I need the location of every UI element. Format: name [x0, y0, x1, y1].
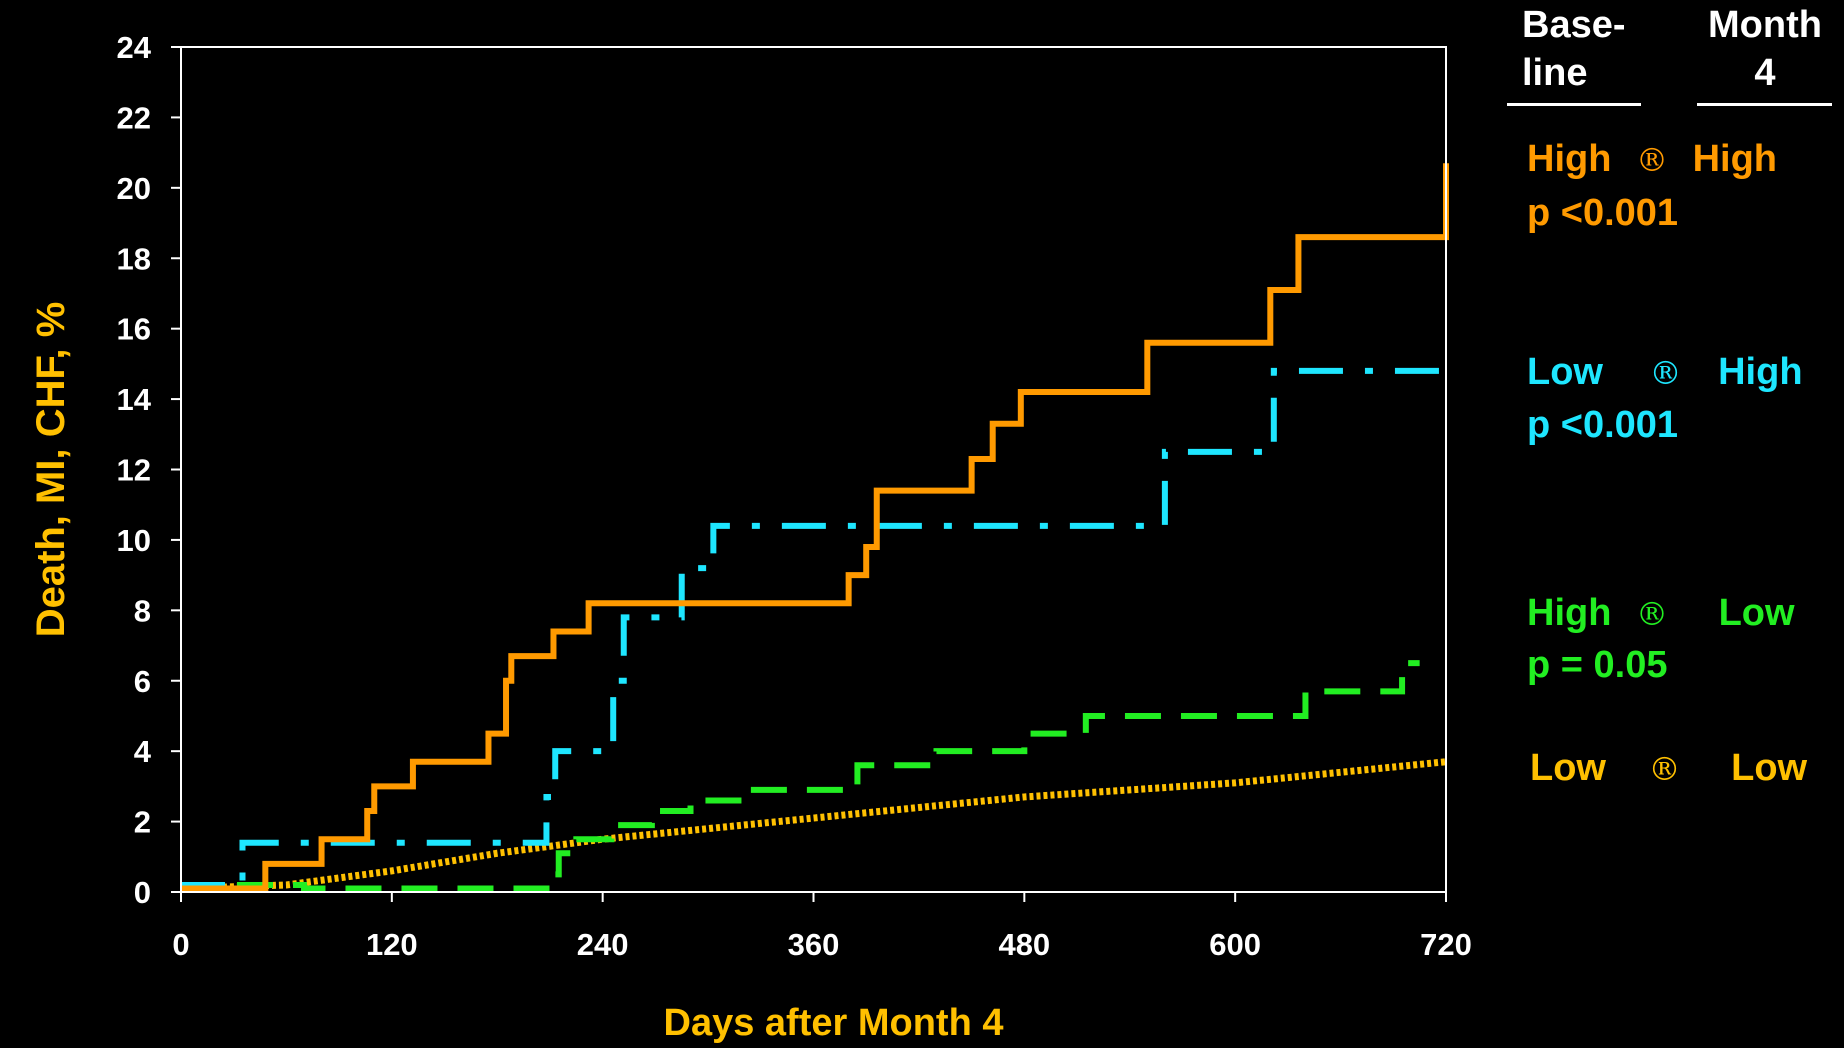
y-tick-label: 18	[117, 241, 151, 276]
y-tick-label: 14	[117, 382, 152, 417]
legend-pvalue-high-low: p = 0.05	[1527, 644, 1668, 686]
y-tick-label: 2	[134, 805, 151, 840]
legend-header-month4-line1: Month	[1708, 4, 1822, 46]
y-tick-label: 24	[117, 30, 152, 65]
y-tick-label: 22	[117, 100, 151, 135]
legend-header-baseline-line2: line	[1522, 52, 1588, 94]
y-tick-label: 12	[117, 453, 151, 488]
legend-to: High	[1718, 351, 1803, 393]
y-tick-label: 6	[134, 664, 151, 699]
legend-header-baseline-line1: Base-	[1522, 4, 1626, 46]
x-axis-title: Days after Month 4	[664, 1002, 1004, 1044]
legend-item-high-high: High ® High	[1527, 140, 1777, 178]
x-tick-label: 120	[366, 927, 418, 962]
y-tick-label: 20	[117, 171, 151, 206]
legend-from: Low	[1527, 351, 1603, 393]
legend-rule-baseline	[1507, 103, 1641, 106]
y-axis-title: Death, MI, CHF, %	[29, 302, 73, 638]
x-tick-label: 240	[577, 927, 629, 962]
legend-header-baseline: Base- line	[1522, 6, 1626, 92]
y-tick-label: 0	[134, 875, 151, 910]
legend-to: High	[1692, 138, 1777, 180]
legend-to: Low	[1718, 592, 1795, 634]
series-line-high-low	[181, 660, 1420, 892]
y-tick-label: 16	[117, 312, 151, 347]
arrow-symbol-icon: ®	[1636, 141, 1668, 179]
series-line-low-high	[181, 367, 1446, 888]
legend-header-month4-line2: 4	[1754, 52, 1776, 94]
arrow-symbol-icon: ®	[1649, 354, 1682, 392]
y-tick-label: 4	[134, 734, 152, 769]
x-tick-label: 600	[1209, 927, 1261, 962]
y-tick-label: 10	[117, 523, 151, 558]
legend-item-low-low: Low ® Low	[1530, 749, 1807, 787]
series-line-low-low	[180, 758, 1447, 892]
y-tick-label: 8	[134, 593, 151, 628]
x-tick-label: 720	[1420, 927, 1472, 962]
x-tick-label: 360	[788, 927, 840, 962]
legend-to: Low	[1731, 747, 1808, 789]
legend-item-low-high: Low ® High	[1527, 353, 1803, 391]
arrow-symbol-icon: ®	[1636, 595, 1668, 633]
legend-from: Low	[1530, 747, 1606, 789]
legend-item-high-low: High ® Low	[1527, 594, 1795, 632]
legend-from: High	[1527, 138, 1612, 180]
x-tick-label: 480	[998, 927, 1050, 962]
legend-from: High	[1527, 592, 1612, 634]
x-tick-label: 0	[172, 927, 189, 962]
arrow-symbol-icon: ®	[1648, 750, 1681, 788]
legend-header-month4: Month 4	[1702, 6, 1828, 92]
legend-pvalue-low-high: p <0.001	[1527, 404, 1679, 446]
series-line-high-high	[181, 163, 1449, 892]
plot-area	[180, 46, 1447, 893]
legend-rule-month4	[1697, 103, 1832, 106]
legend-pvalue-high-high: p <0.001	[1527, 192, 1679, 234]
